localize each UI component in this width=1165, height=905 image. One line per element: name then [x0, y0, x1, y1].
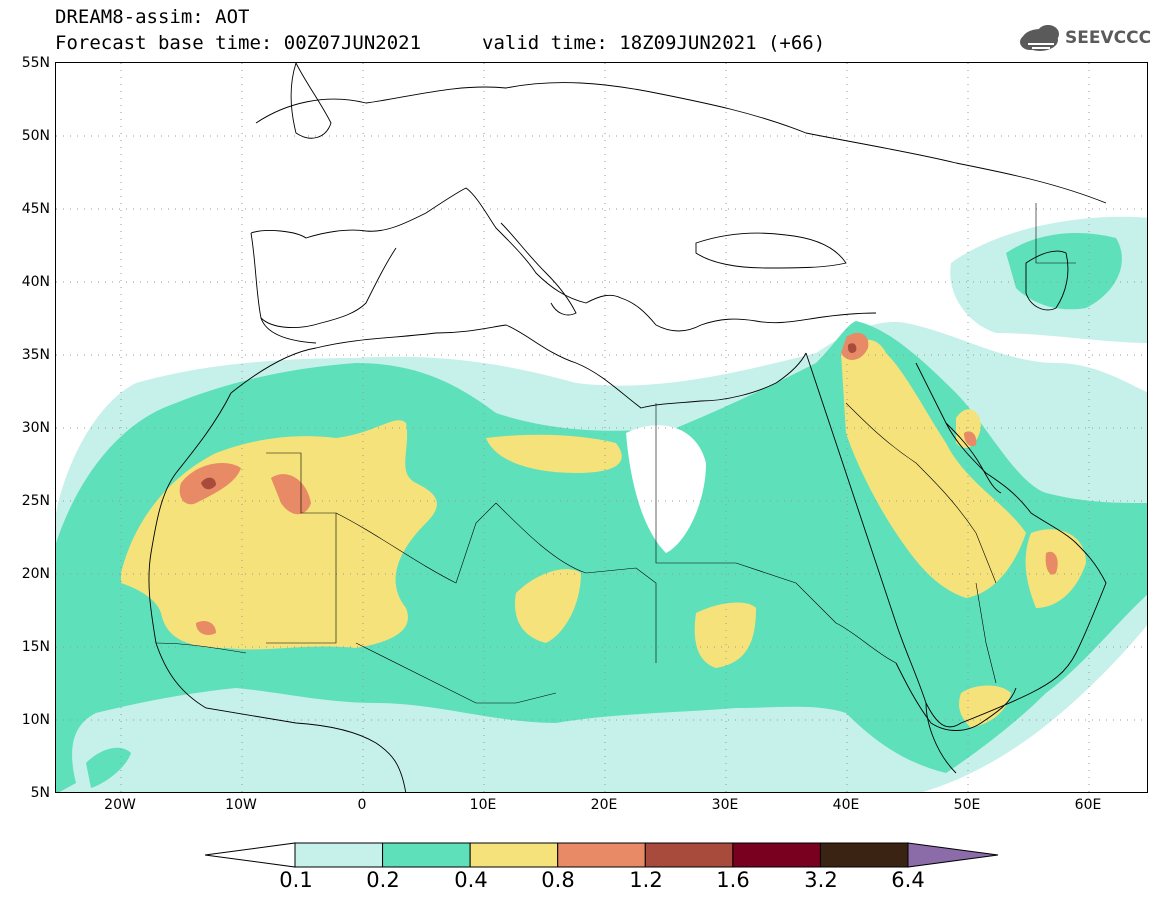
lat-label-30n: 30N [21, 420, 50, 436]
colorbar-cells [294, 842, 909, 868]
lon-label-0: 0 [357, 797, 367, 813]
graticule [56, 63, 1147, 792]
colorbar-cell [732, 842, 821, 868]
lat-label-50n: 50N [21, 128, 50, 144]
colorbar-label: 0.8 [541, 868, 575, 892]
colorbar-cell [644, 842, 734, 868]
lon-label-20e: 20E [590, 797, 618, 813]
low-aot-holes [626, 425, 706, 553]
colorbar-label: 1.6 [716, 868, 750, 892]
colorbar-low-arrow [205, 842, 296, 868]
colorbar-label: 0.2 [366, 868, 400, 892]
cloud-icon [1020, 25, 1059, 51]
country-borders [155, 203, 1076, 704]
lat-label-55n: 55N [21, 55, 50, 71]
lon-label-50e: 50E [953, 797, 981, 813]
lon-label-10w: 10W [225, 797, 257, 813]
lon-label-30e: 30E [711, 797, 739, 813]
seevccc-logo [1020, 25, 1059, 51]
lon-label-20w: 20W [104, 797, 136, 813]
lon-label-60e: 60E [1074, 797, 1102, 813]
lat-label-15n: 15N [21, 639, 50, 655]
colorbar-high-arrow [907, 842, 999, 868]
colorbar-label: 1.2 [629, 868, 663, 892]
lon-label-10e: 10E [469, 797, 497, 813]
colorbar-cell [294, 842, 384, 868]
valid-time: valid time: 18Z09JUN2021 (+66) [482, 32, 826, 54]
aot-level-0-4-areas [121, 339, 1086, 728]
lat-label-20n: 20N [21, 566, 50, 582]
colorbar-label: 0.4 [454, 868, 488, 892]
colorbar-label: 6.4 [891, 868, 925, 892]
coastlines [148, 63, 1107, 792]
lat-label-25n: 25N [21, 493, 50, 509]
colorbar-cell [469, 842, 559, 868]
colorbar-cell [557, 842, 646, 868]
colorbar-cell [819, 842, 909, 868]
colorbar-label: 3.2 [804, 868, 838, 892]
aot-map [56, 63, 1147, 792]
lat-label-10n: 10N [21, 712, 50, 728]
map-title: DREAM8-assim: AOT [55, 6, 250, 28]
logo-text: SEEVCCC [1065, 28, 1152, 48]
aot-level-1-2-areas [201, 343, 857, 490]
forecast-base-time: Forecast base time: 00Z07JUN2021 [55, 32, 422, 54]
lat-label-5n: 5N [30, 785, 50, 801]
lat-label-35n: 35N [21, 347, 50, 363]
colorbar-label: 0.1 [279, 868, 313, 892]
lat-label-40n: 40N [21, 274, 50, 290]
lat-label-45n: 45N [21, 201, 50, 217]
colorbar-cell [382, 842, 471, 868]
map-panel [55, 62, 1148, 793]
lon-label-40e: 40E [832, 797, 860, 813]
colorbar [205, 842, 999, 868]
